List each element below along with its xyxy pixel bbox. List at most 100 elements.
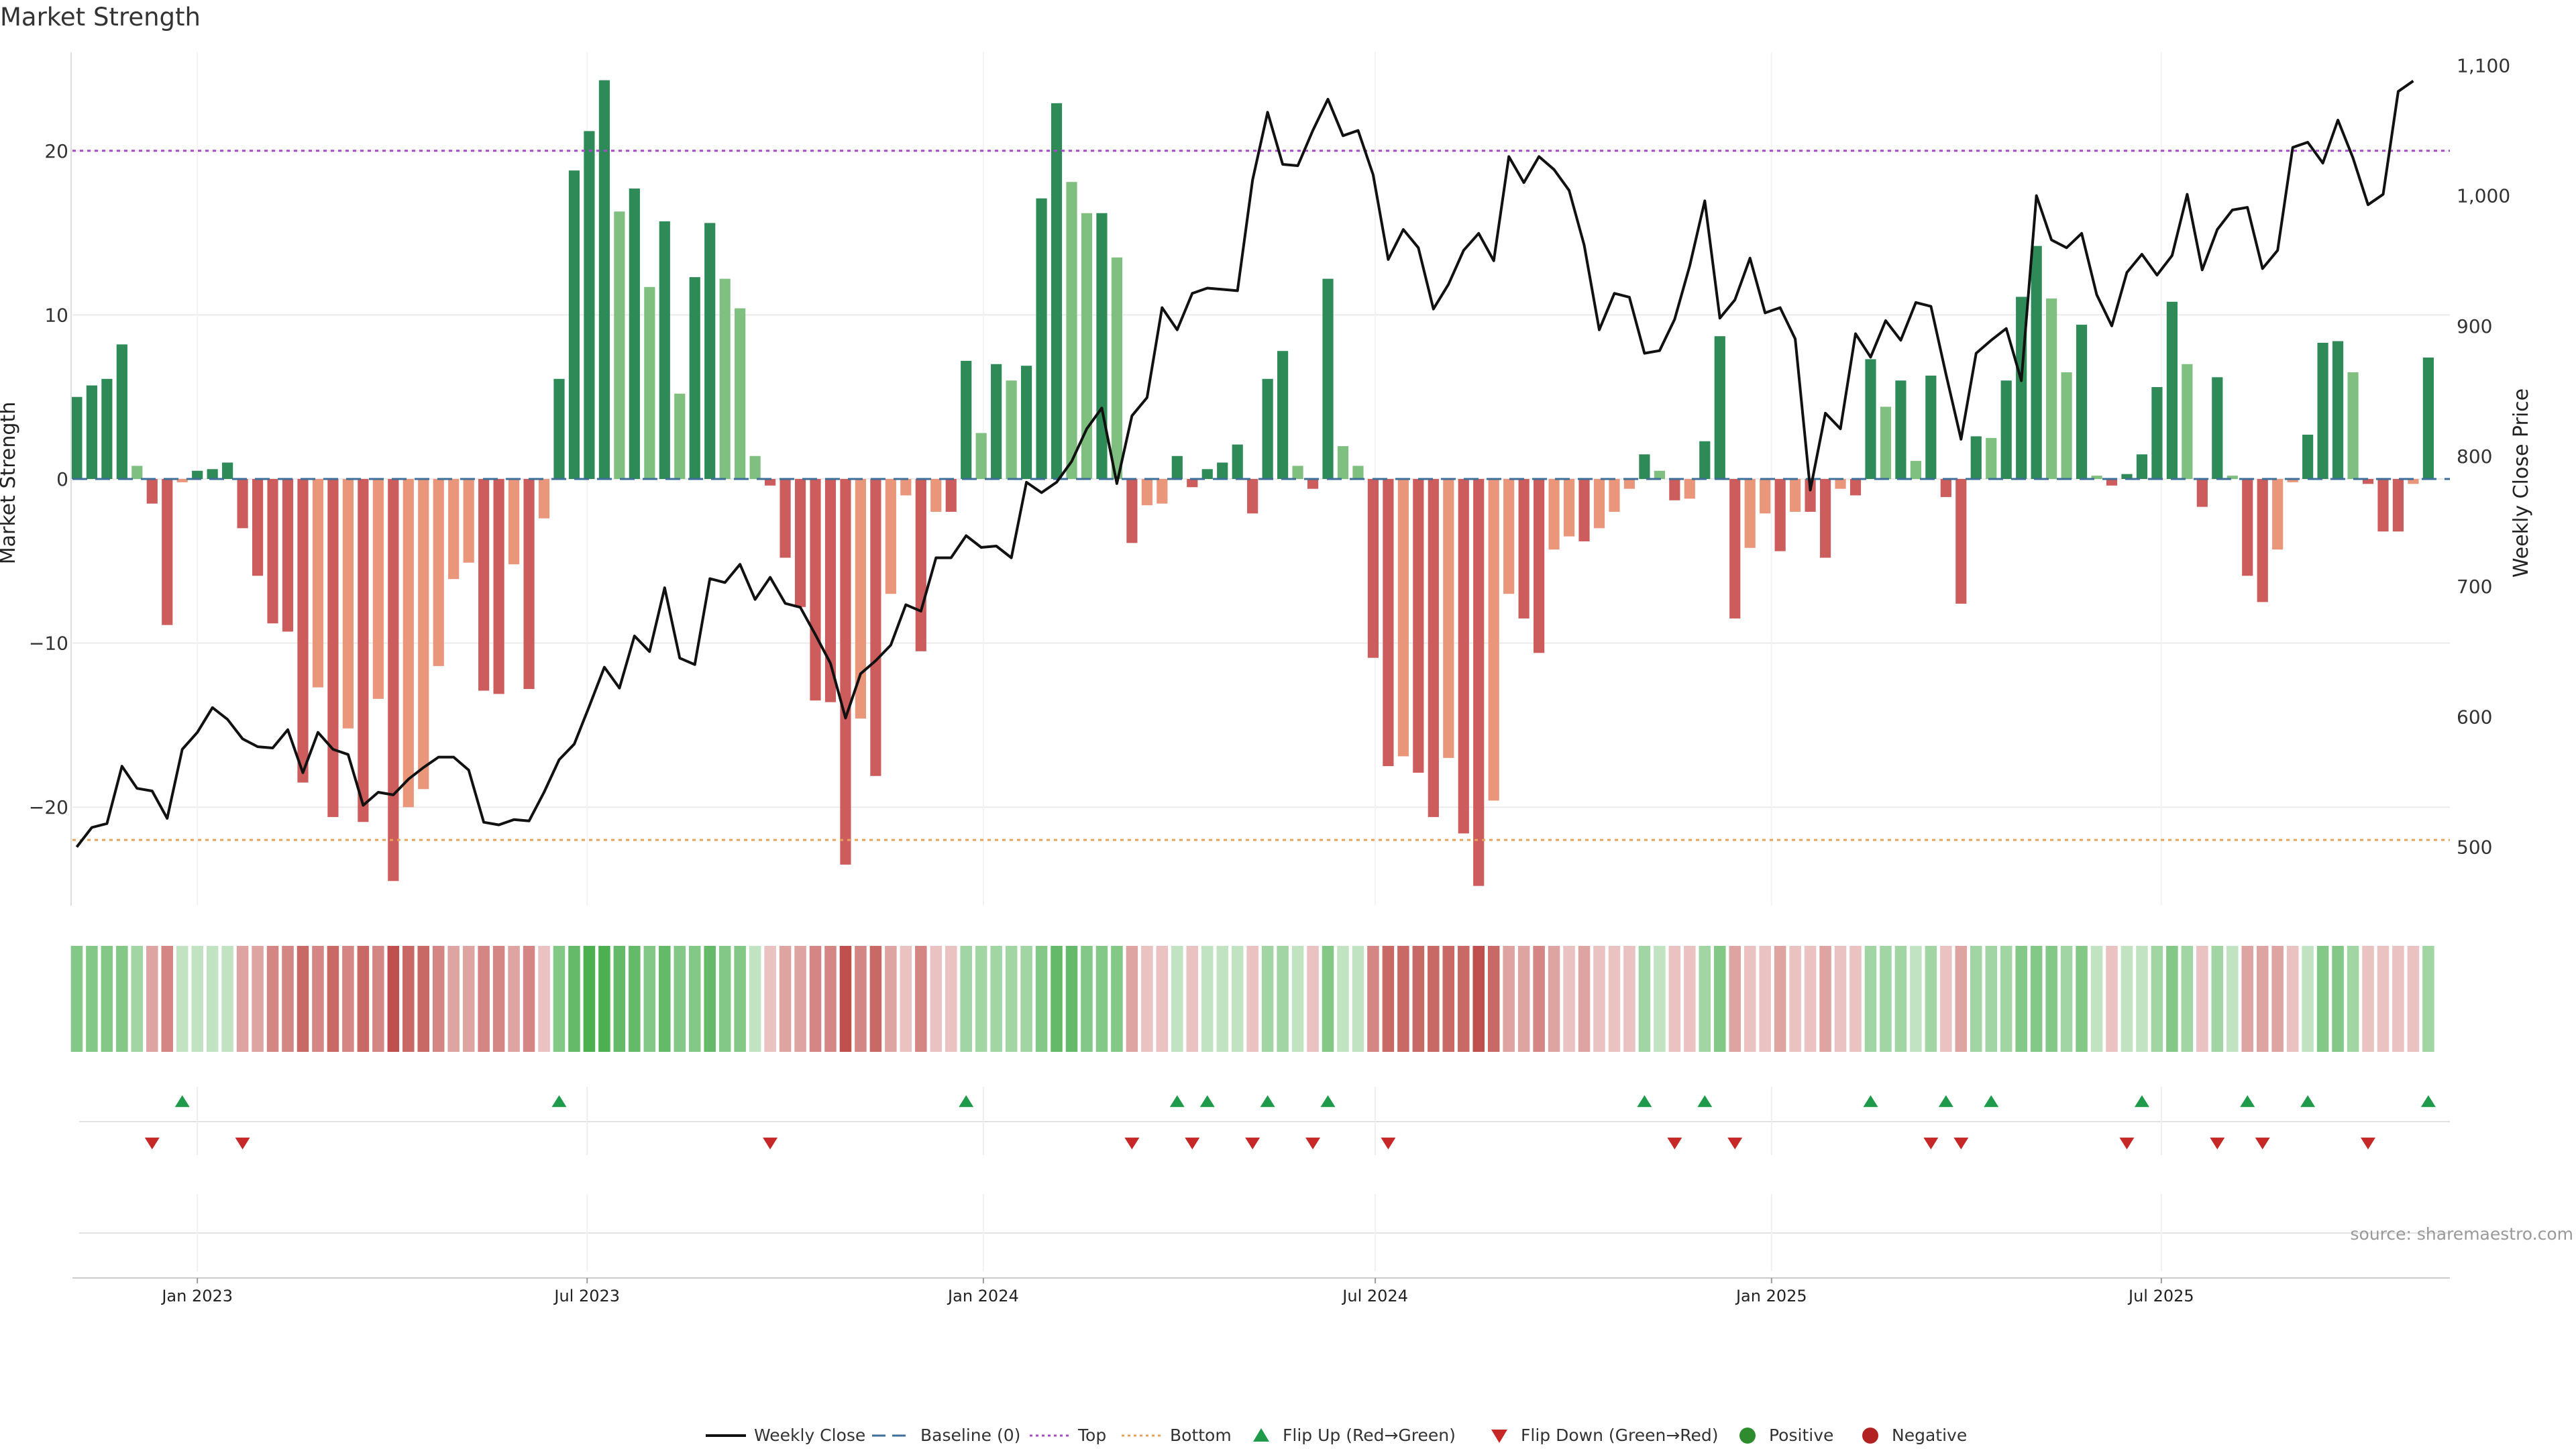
right-tick-label: 700 <box>2457 576 2492 598</box>
strength-bar <box>1774 479 1786 551</box>
strip-cell <box>1623 946 1635 1052</box>
strip-cell <box>2392 946 2404 1052</box>
strength-bar <box>915 479 926 651</box>
strip-cell <box>2181 946 2194 1052</box>
strength-bar <box>1413 479 1424 773</box>
strip-cell <box>674 946 686 1052</box>
strip-cell <box>342 946 354 1052</box>
strip-cell <box>990 946 1002 1052</box>
strength-bar <box>1473 479 1485 886</box>
strip-cell <box>1201 946 1214 1052</box>
strength-bar <box>2362 479 2374 484</box>
strength-bar <box>1367 479 1379 658</box>
strength-bar <box>2046 298 2057 479</box>
strip-cell <box>2332 946 2344 1052</box>
strength-bar <box>2302 434 2314 479</box>
strength-bar <box>2317 342 2328 479</box>
strip-cell <box>2316 946 2329 1052</box>
strip-cell <box>2196 946 2208 1052</box>
strength-bar <box>1940 479 1951 497</box>
strip-cell <box>2166 946 2178 1052</box>
strength-bar <box>1322 278 1334 479</box>
flip-up-marker <box>1169 1095 1185 1108</box>
strength-bar <box>312 479 324 688</box>
strip-cell <box>2211 946 2224 1052</box>
legend-label: Top <box>1077 1426 1106 1445</box>
strip-cell <box>2407 946 2420 1052</box>
legend-swatch-triangle-up <box>1253 1428 1269 1442</box>
strength-bar <box>2332 341 2344 479</box>
strip-cell <box>266 946 279 1052</box>
x-tick-label: Jul 2025 <box>2127 1287 2194 1305</box>
strip-cell <box>598 946 610 1052</box>
flip-down-marker <box>2119 1137 2135 1150</box>
strength-bar <box>719 278 731 479</box>
strength-bar <box>780 479 791 558</box>
strength-bar <box>1503 479 1515 594</box>
strip-cell <box>357 946 370 1052</box>
right-tick-label: 1,100 <box>2457 54 2510 76</box>
right-tick-label: 900 <box>2457 315 2492 337</box>
flip-up-marker <box>2134 1095 2149 1108</box>
strength-bar <box>1925 375 1937 479</box>
strength-bar <box>1578 479 1590 541</box>
strip-cell <box>1231 946 1244 1052</box>
strip-cell <box>462 946 475 1052</box>
left-axis-label: Market Strength <box>0 402 20 564</box>
strip-cell <box>372 946 384 1052</box>
strength-bar <box>388 479 399 881</box>
strip-cell <box>2015 946 2027 1052</box>
flip-down-marker <box>1124 1137 1140 1150</box>
strength-bar <box>1443 479 1454 758</box>
strip-cell <box>1261 946 1274 1052</box>
strength-bar <box>222 462 233 479</box>
strength-bar <box>267 479 278 624</box>
strength-bar <box>1669 479 1680 500</box>
strength-bar <box>1639 454 1650 479</box>
strength-bar <box>2272 479 2284 550</box>
flip-up-marker <box>174 1095 190 1108</box>
strength-bar <box>2031 246 2042 479</box>
legend-item: Negative <box>1862 1426 1967 1445</box>
strip-cell <box>613 946 626 1052</box>
strength-bar <box>1955 479 1967 604</box>
strength-bar <box>131 466 143 479</box>
strip-cell <box>2226 946 2239 1052</box>
strip-cell <box>252 946 264 1052</box>
strip-cell <box>1020 946 1032 1052</box>
strip-cell <box>1819 946 1831 1052</box>
strip-cell <box>2121 946 2133 1052</box>
x-tick-label: Jul 2023 <box>553 1287 620 1305</box>
strip-cell <box>659 946 671 1052</box>
strip-cell <box>492 946 505 1052</box>
strength-bar <box>71 396 83 479</box>
strip-cell <box>945 946 957 1052</box>
strength-bar <box>1247 479 1258 514</box>
strip-cell <box>2422 946 2434 1052</box>
strength-bar <box>1534 479 1545 653</box>
strength-bar <box>2422 357 2434 479</box>
strip-cell <box>1880 946 1892 1052</box>
strip-cell <box>839 946 852 1052</box>
strip-cell <box>1307 946 1319 1052</box>
strip-cell <box>1789 946 1801 1052</box>
strip-cell <box>432 946 445 1052</box>
x-axis: Jan 2023 Jul 2023 Jan 2024 Jul 2024 Jan 2025… <box>72 1277 2450 1305</box>
strength-bar <box>1157 479 1168 504</box>
strip-cell <box>1065 946 1078 1052</box>
strength-bar <box>1819 479 1831 558</box>
flip-up-marker <box>1984 1095 1999 1108</box>
flip-down-marker <box>1185 1137 1200 1150</box>
strength-bar <box>2212 377 2223 479</box>
strip-cell <box>1985 946 1998 1052</box>
strength-bar <box>207 469 218 479</box>
strip-cell <box>1638 946 1651 1052</box>
x-tick-label: Jan 2025 <box>1735 1287 1807 1305</box>
strip-cell <box>930 946 943 1052</box>
source-label: source: sharemaestro.com <box>2351 1224 2574 1244</box>
strip-cell <box>297 946 309 1052</box>
strip-cell <box>718 946 731 1052</box>
strength-bar <box>1805 479 1816 512</box>
strip-cell <box>282 946 294 1052</box>
strip-cell <box>1970 946 1982 1052</box>
